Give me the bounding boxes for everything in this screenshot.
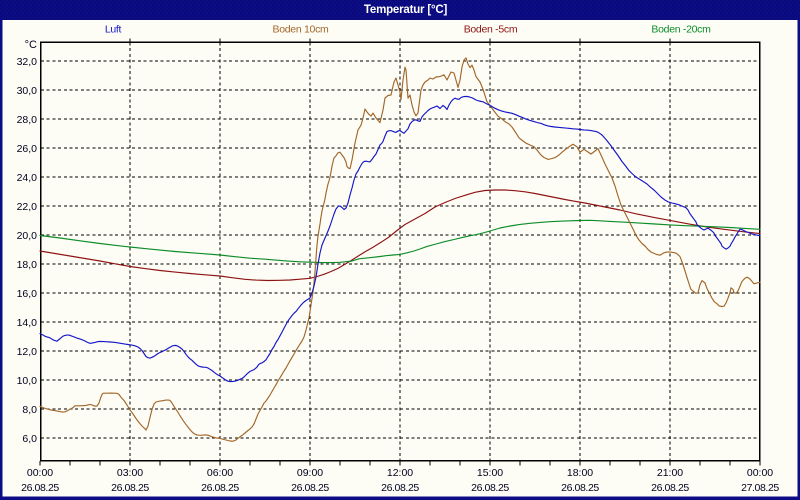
svg-text:Boden -20cm: Boden -20cm bbox=[651, 24, 711, 36]
svg-text:03:00: 03:00 bbox=[117, 467, 143, 479]
svg-text:26.08.25: 26.08.25 bbox=[471, 482, 509, 494]
svg-text:Temperatur [°C]: Temperatur [°C] bbox=[364, 4, 448, 16]
svg-text:22,0: 22,0 bbox=[17, 201, 38, 213]
svg-text:26.08.25: 26.08.25 bbox=[291, 482, 329, 494]
svg-text:°C: °C bbox=[25, 39, 37, 51]
svg-text:06:00: 06:00 bbox=[207, 467, 233, 479]
svg-text:24,0: 24,0 bbox=[17, 172, 38, 184]
svg-text:26.08.25: 26.08.25 bbox=[111, 482, 149, 494]
svg-text:18,0: 18,0 bbox=[17, 259, 38, 271]
svg-text:09:00: 09:00 bbox=[297, 467, 323, 479]
svg-text:12:00: 12:00 bbox=[387, 467, 413, 479]
svg-text:Luft: Luft bbox=[105, 24, 122, 36]
svg-text:16,0: 16,0 bbox=[17, 288, 38, 300]
svg-text:6,0: 6,0 bbox=[22, 433, 37, 445]
svg-text:00:00: 00:00 bbox=[27, 467, 53, 479]
svg-text:Boden -5cm: Boden -5cm bbox=[464, 24, 518, 36]
svg-text:26.08.25: 26.08.25 bbox=[381, 482, 419, 494]
svg-text:26.08.25: 26.08.25 bbox=[21, 482, 59, 494]
svg-text:Boden 10cm: Boden 10cm bbox=[273, 24, 330, 36]
svg-text:26.08.25: 26.08.25 bbox=[561, 482, 599, 494]
svg-text:26,0: 26,0 bbox=[17, 143, 38, 155]
svg-text:32,0: 32,0 bbox=[17, 56, 38, 68]
svg-text:26.08.25: 26.08.25 bbox=[201, 482, 239, 494]
svg-text:15:00: 15:00 bbox=[477, 467, 503, 479]
svg-text:30,0: 30,0 bbox=[17, 85, 38, 97]
svg-text:12,0: 12,0 bbox=[17, 346, 38, 358]
svg-text:14,0: 14,0 bbox=[17, 317, 38, 329]
svg-text:27.08.25: 27.08.25 bbox=[741, 482, 779, 494]
svg-text:18:00: 18:00 bbox=[567, 467, 593, 479]
svg-text:00:00: 00:00 bbox=[747, 467, 773, 479]
svg-text:8,0: 8,0 bbox=[22, 404, 37, 416]
svg-text:21:00: 21:00 bbox=[657, 467, 683, 479]
svg-text:28,0: 28,0 bbox=[17, 114, 38, 126]
svg-text:26.08.25: 26.08.25 bbox=[651, 482, 689, 494]
svg-text:20,0: 20,0 bbox=[17, 230, 38, 242]
svg-text:10,0: 10,0 bbox=[17, 375, 38, 387]
